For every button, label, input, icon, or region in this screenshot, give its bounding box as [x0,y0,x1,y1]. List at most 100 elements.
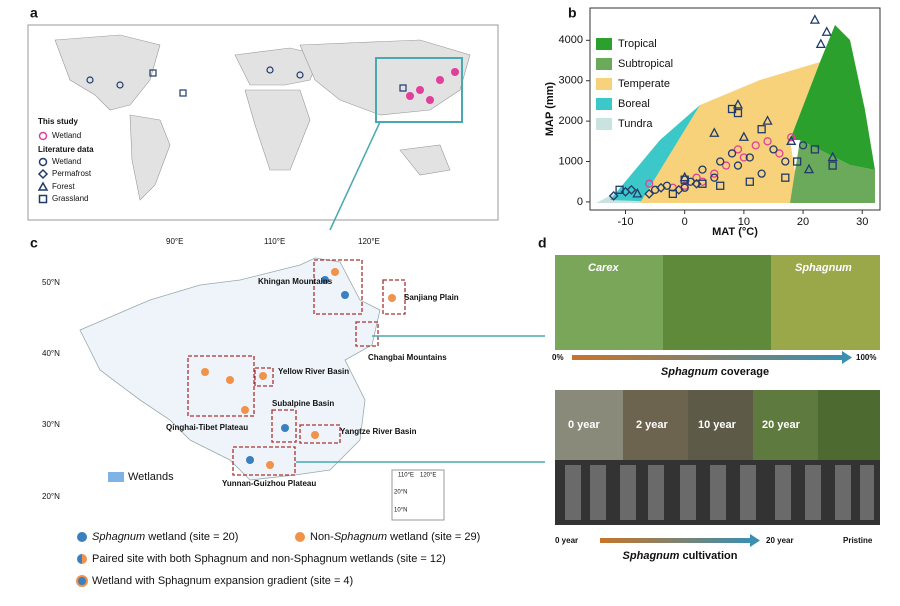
point [692,173,701,182]
point [615,185,624,194]
panel-label: c [30,235,38,251]
legend-label: Subtropical [618,58,673,70]
point [656,182,666,193]
inset-label: 20°N [394,490,407,496]
legend-text: Non- [310,531,334,543]
point [803,163,815,174]
point [745,177,754,186]
legend-heading: Literature data [38,145,94,154]
point [709,127,720,137]
legend-label: Forest [52,182,75,191]
point [739,153,749,162]
point [668,189,678,198]
point [626,184,637,195]
point [679,171,690,182]
inset-label: 110°E [398,473,414,479]
point [821,26,832,36]
legend-heading: This study [38,117,79,126]
legend-label: Paired site with both Sphagnum and non-S… [92,553,446,565]
lat-label: 20°N [42,492,60,501]
y-tick-label: 4000 [559,34,583,46]
lat-label: 30°N [42,420,60,429]
point [757,169,766,178]
gradient-title: Sphagnum cultivation [623,550,738,562]
point [644,188,655,199]
year-label: 10 year [698,419,737,431]
legend-swatch [596,38,612,50]
region-label: Yunnan-Guizhou Plateau [222,479,316,488]
point [775,149,784,158]
point [733,161,743,170]
panel-label: d [538,235,547,251]
point [798,141,808,150]
legend-label: Non-Sphagnum wetland (site = 29) [310,531,480,543]
point [673,184,684,195]
legend-label: Boreal [618,98,650,110]
point [792,157,802,166]
region-label: Yangtze River Basin [340,427,417,436]
point [827,151,838,162]
site-legend: Sphagnum wetland (site = 20) Non-Sphagnu… [76,531,480,587]
point [809,14,820,24]
x-axis-label: MAT (°C) [712,226,758,238]
point [710,173,719,182]
point [763,137,772,146]
map-legend: This study Wetland Literature data Wetla… [37,117,94,204]
lat-label: 50°N [42,278,60,287]
point [786,135,797,145]
gradient-italic: Sphagnum [623,550,680,562]
point [745,153,754,162]
world-map: This study Wetland Literature data Wetla… [27,24,499,231]
legend-italic: Sphagnum [334,531,387,543]
point [733,108,743,118]
point [787,133,796,142]
region-label: Qinghai-Tibet Plateau [166,423,248,432]
china-map: 90°E 110°E 120°E 50°N 40°N 30°N 20°N Khi… [42,237,545,521]
legend-italic: Sphagnum [92,531,145,543]
point [710,169,719,178]
x-tick-label: 10 [738,216,750,228]
lon-label: 90°E [166,237,183,246]
point [645,179,654,188]
lon-label: 120°E [358,237,380,246]
legend-label: Permafrost [52,169,92,178]
point [769,145,778,154]
climate-chart: MAT (°C) MAP (mm) -10 0 10 20 30 0 1000 2000 300… [544,7,881,238]
legend-label: Grassland [52,194,88,203]
lon-label: 110°E [264,237,285,246]
legend-swatch [596,98,612,110]
region-label: Changbai Mountains [368,353,447,362]
point [810,145,820,154]
legend-text: wetland (site = 29) [387,531,480,543]
point [727,149,737,158]
gradient-text: coverage [718,366,769,378]
legend-label: Temperate [618,78,670,90]
point [632,187,643,198]
legend-label: Tropical [618,38,657,50]
point [738,131,749,141]
gradient-italic: Sphagnum [661,366,718,378]
lat-label: 40°N [42,349,60,358]
point [828,161,837,170]
legend-text: wetland (site = 20) [145,531,238,543]
x-tick-label: -10 [618,216,634,228]
x-tick-label: 30 [856,216,868,228]
gradient-end: Pristine [843,536,873,545]
gradient-end: 100% [856,353,876,362]
point [698,179,707,188]
legend-label: Wetland with Sphagnum expansion gradient… [92,575,353,587]
region-label: Khingan Mountains [258,277,333,286]
x-tick-label: 20 [797,216,809,228]
point [732,99,744,109]
point [762,115,773,125]
point [733,145,743,154]
inset-label: 120°E [420,473,436,479]
photo-panel: Carex Sphagnum 0% 100% Sphagnum coverage… [552,255,880,562]
gradient-end: 20 year [766,536,794,545]
legend-swatch [596,118,612,130]
legend-label: Sphagnum wetland (site = 20) [92,531,238,543]
point [680,175,689,184]
point [815,38,826,49]
point [608,190,619,201]
